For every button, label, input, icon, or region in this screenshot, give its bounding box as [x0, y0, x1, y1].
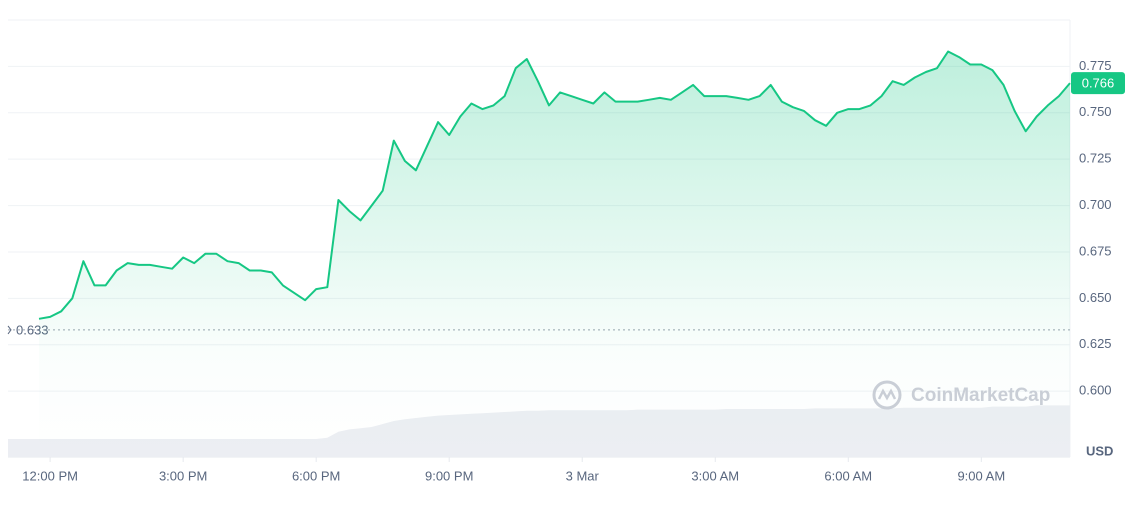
watermark-logo-mark — [877, 388, 897, 401]
open-price-marker — [7, 325, 12, 335]
x-tick-label: 6:00 PM — [292, 468, 340, 483]
y-tick-label: 0.625 — [1079, 336, 1112, 351]
y-tick-label: 0.700 — [1079, 197, 1112, 212]
last-price-label: 0.766 — [1082, 76, 1115, 91]
y-tick-label: 0.775 — [1079, 58, 1112, 73]
y-tick-label: 0.600 — [1079, 383, 1112, 398]
watermark-logo — [872, 380, 902, 410]
x-tick-label: 9:00 AM — [957, 468, 1005, 483]
x-tick-label: 3 Mar — [566, 468, 600, 483]
price-layer: 0.633 — [7, 50, 1071, 457]
x-tick-label: 3:00 AM — [691, 468, 739, 483]
watermark-text: CoinMarketCap — [911, 385, 1050, 406]
y-tick-label: 0.675 — [1079, 243, 1112, 258]
x-tick-label: 3:00 PM — [159, 468, 207, 483]
y-tick-label: 0.650 — [1079, 290, 1112, 305]
x-tick-label: 12:00 PM — [22, 468, 78, 483]
x-tick-label: 6:00 AM — [824, 468, 872, 483]
y-unit: USD — [1086, 443, 1113, 458]
watermark: CoinMarketCap — [872, 380, 1050, 410]
y-tick-label: 0.725 — [1079, 151, 1112, 166]
x-tick-label: 9:00 PM — [425, 468, 473, 483]
price-area — [39, 51, 1070, 457]
last-price-badge — [1071, 72, 1125, 95]
y-tick-label: 0.750 — [1079, 104, 1112, 119]
price-line — [38, 50, 1071, 320]
